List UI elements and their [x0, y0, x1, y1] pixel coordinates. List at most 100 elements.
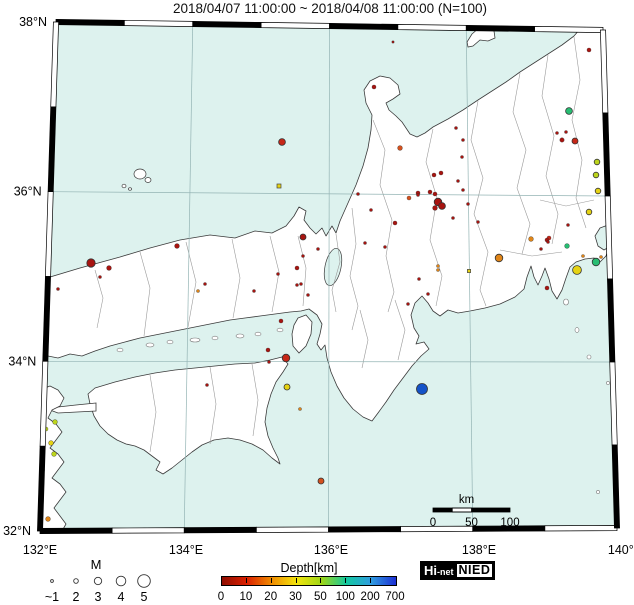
- earthquake-marker: [277, 273, 280, 276]
- earthquake-marker: [392, 41, 394, 43]
- earthquake-marker: [318, 478, 324, 484]
- depth-tick-label: 20: [264, 591, 277, 603]
- earthquake-marker: [418, 278, 421, 281]
- depth-colorbar-tick: [271, 578, 272, 583]
- earthquake-marker: [300, 234, 306, 240]
- earthquake-marker: [467, 203, 470, 206]
- lat-axis-label: 38°N: [19, 15, 47, 29]
- magnitude-legend: M~12345: [0, 555, 210, 605]
- earthquake-marker: [452, 217, 455, 220]
- earthquake-marker: [461, 156, 464, 159]
- earthquake-marker: [582, 255, 585, 258]
- earthquake-marker: [296, 284, 299, 287]
- earthquake-marker: [462, 189, 465, 192]
- earthquake-marker: [432, 173, 436, 177]
- earthquake-marker: [428, 190, 432, 194]
- earthquake-marker: [357, 193, 360, 196]
- magnitude-legend-label: ~1: [45, 590, 59, 604]
- logo-hi: Hi: [424, 562, 437, 579]
- earthquake-marker: [175, 244, 180, 249]
- earthquake-marker: [433, 206, 438, 211]
- earthquake-marker: [427, 293, 430, 296]
- depth-tick-label: 200: [361, 591, 380, 603]
- earthquake-marker: [53, 420, 58, 425]
- earthquake-marker: [540, 248, 543, 251]
- earthquake-marker: [300, 283, 303, 286]
- magnitude-legend-circle: [116, 576, 126, 586]
- earthquake-marker: [547, 241, 550, 244]
- lon-axis-label: 136°E: [314, 543, 348, 557]
- earthquake-marker: [46, 517, 51, 522]
- scale-bar-tick-label: 50: [465, 517, 478, 529]
- earthquake-marker: [586, 209, 592, 215]
- earthquake-marker: [594, 159, 600, 165]
- scale-bar-unit: km: [459, 494, 474, 506]
- earthquake-marker: [384, 246, 387, 249]
- earthquake-marker: [567, 224, 570, 227]
- magnitude-legend-label: 2: [73, 590, 80, 604]
- earthquake-marker: [477, 221, 480, 224]
- earthquake-marker: [372, 85, 376, 89]
- earthquake-marker: [595, 188, 601, 194]
- logo-nied: NIED: [456, 563, 494, 578]
- earthquake-marker: [592, 258, 600, 266]
- lon-axis-label: 140°E: [608, 543, 634, 557]
- depth-tick-label: 0: [218, 591, 224, 603]
- earthquake-marker: [566, 108, 573, 115]
- lon-axis-label: 138°E: [462, 543, 496, 557]
- earthquake-marker: [284, 384, 290, 390]
- magnitude-legend-circle: [51, 580, 54, 583]
- depth-colorbar-tick: [246, 578, 247, 583]
- earthquake-marker: [467, 269, 470, 272]
- earthquake-marker: [457, 180, 460, 183]
- depth-colorbar-tick: [296, 578, 297, 583]
- earthquake-marker: [565, 244, 570, 249]
- earthquake-marker: [279, 139, 286, 146]
- earthquake-marker: [407, 196, 411, 200]
- earthquake-marker: [206, 384, 209, 387]
- earthquake-marker: [87, 259, 95, 267]
- earthquake-marker: [279, 319, 283, 323]
- hinet-nied-logo: Hi -net NIED: [420, 561, 495, 580]
- magnitude-legend-circle: [74, 579, 79, 584]
- earthquake-marker: [407, 303, 410, 306]
- magnitude-legend-title: M: [91, 557, 102, 572]
- lat-axis-label: 34°N: [8, 354, 36, 368]
- hinet-seismicity-map-page: 2018/04/07 11:00:00 ~ 2018/04/08 11:00:0…: [0, 0, 634, 605]
- earthquake-marker: [99, 276, 102, 279]
- earthquake-marker: [556, 132, 559, 135]
- earthquake-marker: [268, 361, 271, 364]
- earthquake-marker: [439, 171, 443, 175]
- earthquake-marker: [437, 265, 440, 268]
- earthquake-marker: [545, 286, 549, 290]
- earthquake-marker: [587, 48, 591, 52]
- lat-axis-label: 32°N: [3, 524, 31, 538]
- earthquake-marker: [433, 192, 437, 196]
- depth-tick-label: 50: [314, 591, 327, 603]
- earthquake-marker: [295, 266, 299, 270]
- earthquake-marker: [266, 348, 270, 352]
- earthquake-marker: [462, 139, 465, 142]
- depth-tick-label: 10: [239, 591, 252, 603]
- earthquake-marker: [573, 266, 582, 275]
- earthquake-marker: [560, 138, 564, 142]
- map-canvas: km050100 132°E134°E136°E138°E140°E38°N36…: [0, 0, 634, 558]
- earthquake-marker: [52, 452, 57, 457]
- earthquake-marker: [197, 290, 200, 293]
- earthquake-marker: [277, 184, 281, 188]
- depth-tick-label: 30: [289, 591, 302, 603]
- earthquake-marker: [417, 194, 420, 197]
- earthquake-marker: [572, 138, 578, 144]
- depth-colorbar-tick: [370, 578, 371, 583]
- magnitude-legend-circle: [94, 577, 101, 584]
- depth-colorbar-tick: [320, 578, 321, 583]
- earthquake-marker: [204, 283, 207, 286]
- depth-colorbar-tick: [345, 578, 346, 583]
- earthquake-marker: [437, 269, 440, 272]
- earthquake-marker: [600, 256, 603, 259]
- earthquake-marker: [107, 266, 112, 271]
- earthquake-marker: [317, 248, 320, 251]
- depth-legend-title: Depth[km]: [221, 561, 397, 575]
- earthquake-marker: [282, 354, 290, 362]
- earthquake-marker: [529, 237, 534, 242]
